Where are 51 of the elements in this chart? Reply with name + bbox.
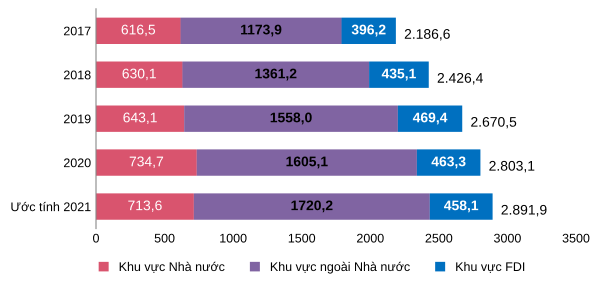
data-label: 469,4 bbox=[412, 112, 448, 124]
y-tick-label: 2020 bbox=[64, 158, 91, 168]
bar bbox=[430, 193, 493, 220]
x-tick-label: 500 bbox=[154, 234, 175, 243]
y-tick-label: 2018 bbox=[64, 70, 91, 80]
total-label: 2.803,1 bbox=[489, 160, 534, 172]
x-tick-label: 0 bbox=[93, 234, 99, 243]
legend-label: Khu vực ngoài Nhà nước bbox=[270, 262, 410, 274]
bar bbox=[416, 149, 480, 176]
y-tick-label: Ước tính 2021 bbox=[11, 202, 91, 212]
total-label: 2.670,5 bbox=[471, 116, 516, 128]
data-label: 1361,2 bbox=[255, 68, 296, 80]
data-label: 643,1 bbox=[123, 112, 157, 124]
x-tick-label: 2000 bbox=[357, 234, 384, 243]
y-tick-label: 2019 bbox=[64, 114, 91, 124]
total-label: 2.186,6 bbox=[404, 29, 450, 41]
data-label: 396,2 bbox=[352, 24, 386, 37]
data-label: 630,1 bbox=[122, 68, 156, 80]
data-label: 1720,2 bbox=[291, 200, 333, 212]
bar bbox=[96, 105, 184, 132]
data-label: 463,3 bbox=[431, 156, 466, 168]
bar bbox=[196, 149, 417, 176]
x-tick-label: 2500 bbox=[426, 234, 452, 243]
x-tick-label: 3500 bbox=[562, 234, 590, 243]
bar bbox=[194, 193, 430, 220]
legend-label: Khu vực FDI bbox=[456, 262, 524, 273]
data-label: 1605,1 bbox=[286, 156, 328, 168]
x-tick-label: 3000 bbox=[494, 234, 521, 243]
bar bbox=[342, 18, 396, 44]
data-label: 1558,0 bbox=[270, 112, 312, 124]
y-tick-label: 2017 bbox=[64, 26, 91, 36]
x-tick-label: 1500 bbox=[288, 234, 316, 243]
data-label: 713,6 bbox=[128, 200, 162, 212]
total-label: 2.891,9 bbox=[502, 204, 547, 216]
bar bbox=[180, 18, 342, 44]
data-label: 616,5 bbox=[122, 24, 156, 36]
data-label: 1173,9 bbox=[241, 24, 282, 37]
bar bbox=[96, 193, 194, 220]
bar bbox=[398, 105, 462, 132]
data-label: 435,1 bbox=[382, 68, 416, 80]
bar bbox=[184, 105, 398, 132]
x-tick-label: 1000 bbox=[220, 234, 247, 243]
bar bbox=[182, 62, 370, 88]
bar bbox=[369, 62, 429, 88]
legend-label: Khu vực Nhà nước bbox=[120, 262, 225, 273]
data-label: 734,7 bbox=[130, 156, 164, 168]
data-label: 458,1 bbox=[444, 200, 478, 212]
bar bbox=[96, 18, 181, 44]
bar bbox=[96, 149, 197, 176]
bar bbox=[96, 62, 182, 88]
total-label: 2.426,4 bbox=[438, 73, 483, 84]
